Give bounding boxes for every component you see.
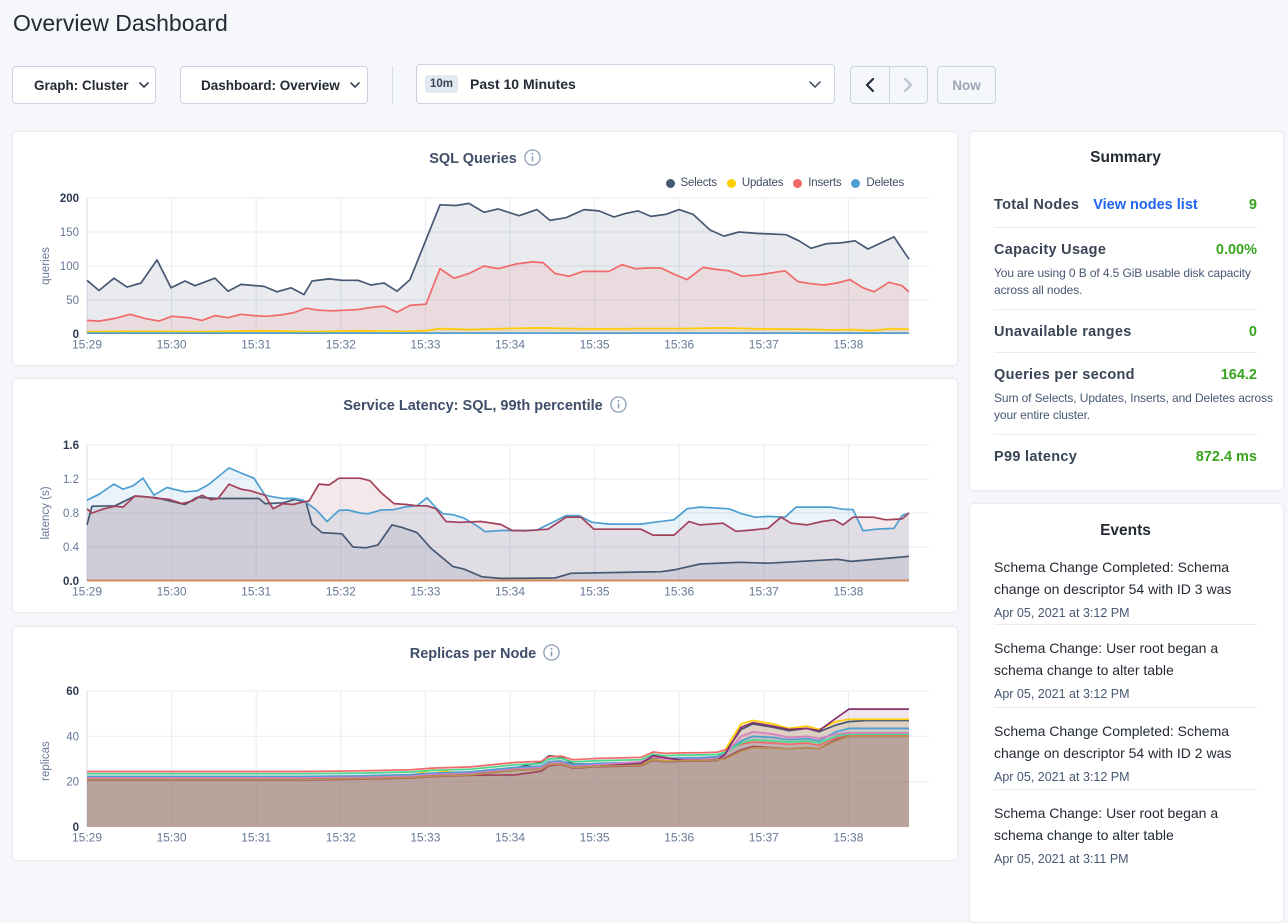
svg-text:1.2: 1.2 — [63, 474, 79, 486]
svg-text:15:35: 15:35 — [580, 831, 610, 845]
svg-text:15:32: 15:32 — [326, 831, 356, 845]
svg-text:15:37: 15:37 — [749, 338, 779, 352]
svg-text:50: 50 — [66, 295, 79, 307]
svg-text:40: 40 — [66, 731, 79, 743]
svg-text:100: 100 — [60, 261, 79, 273]
svg-text:60: 60 — [66, 686, 79, 698]
svg-text:15:29: 15:29 — [72, 338, 102, 352]
svg-text:150: 150 — [60, 227, 79, 239]
svg-text:0.4: 0.4 — [63, 542, 80, 554]
svg-text:15:35: 15:35 — [580, 338, 610, 352]
svg-text:15:30: 15:30 — [157, 831, 187, 845]
svg-text:15:32: 15:32 — [326, 585, 356, 599]
svg-text:15:37: 15:37 — [749, 831, 779, 845]
svg-text:0: 0 — [73, 329, 79, 341]
svg-text:15:33: 15:33 — [410, 585, 440, 599]
svg-text:15:30: 15:30 — [157, 338, 187, 352]
svg-text:0: 0 — [73, 822, 79, 834]
svg-text:15:38: 15:38 — [833, 585, 863, 599]
svg-text:15:37: 15:37 — [749, 585, 779, 599]
svg-text:15:35: 15:35 — [580, 585, 610, 599]
svg-text:200: 200 — [60, 193, 79, 205]
svg-text:15:34: 15:34 — [495, 831, 525, 845]
svg-text:15:38: 15:38 — [833, 338, 863, 352]
svg-text:15:30: 15:30 — [157, 585, 187, 599]
svg-text:15:34: 15:34 — [495, 585, 525, 599]
svg-text:15:29: 15:29 — [72, 585, 102, 599]
svg-text:15:33: 15:33 — [410, 338, 440, 352]
svg-text:15:31: 15:31 — [241, 585, 271, 599]
svg-text:0.8: 0.8 — [63, 508, 79, 520]
svg-text:15:29: 15:29 — [72, 831, 102, 845]
svg-text:15:32: 15:32 — [326, 338, 356, 352]
svg-text:20: 20 — [66, 777, 79, 789]
svg-text:15:31: 15:31 — [241, 338, 271, 352]
svg-text:15:31: 15:31 — [241, 831, 271, 845]
svg-text:15:36: 15:36 — [664, 585, 694, 599]
svg-text:15:38: 15:38 — [833, 831, 863, 845]
svg-text:15:36: 15:36 — [664, 831, 694, 845]
svg-text:1.6: 1.6 — [63, 440, 79, 452]
svg-text:0.0: 0.0 — [63, 576, 79, 588]
svg-text:15:34: 15:34 — [495, 338, 525, 352]
svg-text:15:36: 15:36 — [664, 338, 694, 352]
svg-text:15:33: 15:33 — [410, 831, 440, 845]
